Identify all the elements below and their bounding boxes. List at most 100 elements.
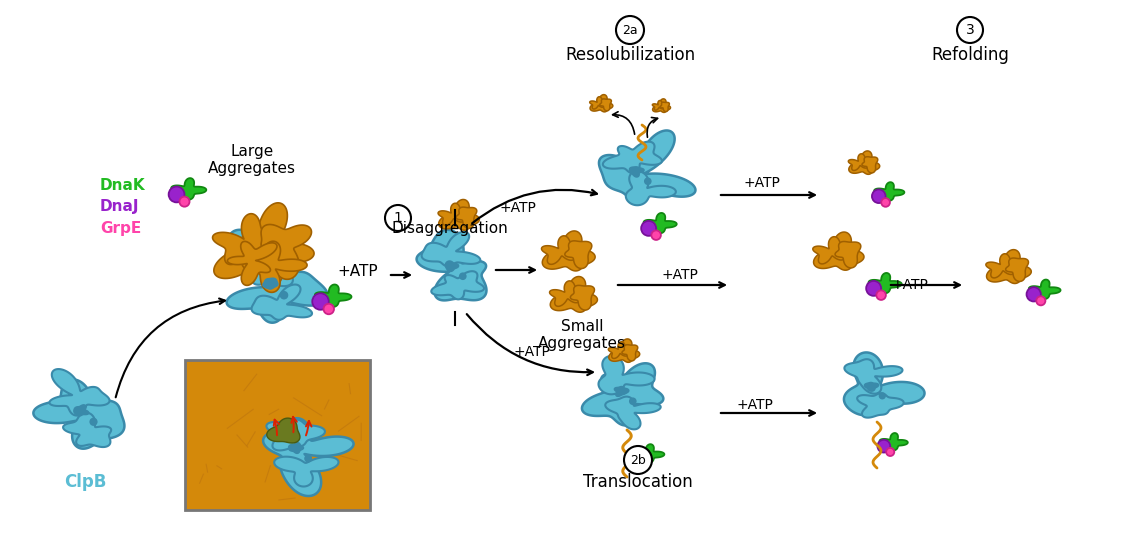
Polygon shape xyxy=(315,285,351,307)
Text: GrpE: GrpE xyxy=(100,221,141,237)
Text: 1: 1 xyxy=(393,211,402,225)
Polygon shape xyxy=(609,339,640,362)
Polygon shape xyxy=(49,369,109,416)
Circle shape xyxy=(1036,296,1045,305)
Text: Small
Aggregates: Small Aggregates xyxy=(538,319,626,351)
Polygon shape xyxy=(862,157,878,173)
Circle shape xyxy=(1026,287,1041,301)
Polygon shape xyxy=(543,231,595,271)
Polygon shape xyxy=(252,285,312,320)
Circle shape xyxy=(459,273,466,279)
Polygon shape xyxy=(416,230,487,300)
Circle shape xyxy=(879,393,886,399)
Circle shape xyxy=(90,418,97,425)
Polygon shape xyxy=(33,380,124,449)
Polygon shape xyxy=(431,271,484,299)
Text: 2a: 2a xyxy=(622,24,637,37)
Polygon shape xyxy=(857,393,904,417)
Circle shape xyxy=(169,186,185,202)
Polygon shape xyxy=(263,418,353,496)
Polygon shape xyxy=(267,420,325,450)
Polygon shape xyxy=(864,382,879,391)
Circle shape xyxy=(881,198,890,207)
Text: Translocation: Translocation xyxy=(584,473,693,491)
Polygon shape xyxy=(844,353,925,415)
Circle shape xyxy=(385,205,412,231)
Polygon shape xyxy=(185,360,370,510)
Polygon shape xyxy=(845,359,903,394)
Circle shape xyxy=(956,17,983,43)
Polygon shape xyxy=(456,207,477,228)
Text: +ATP: +ATP xyxy=(337,265,378,280)
Polygon shape xyxy=(275,457,339,487)
Polygon shape xyxy=(171,178,206,200)
Polygon shape xyxy=(634,444,665,463)
Polygon shape xyxy=(629,167,644,177)
Circle shape xyxy=(312,293,328,310)
Polygon shape xyxy=(848,154,869,171)
Polygon shape xyxy=(605,396,661,429)
Polygon shape xyxy=(836,241,861,268)
Polygon shape xyxy=(1029,280,1060,299)
Text: Refolding: Refolding xyxy=(931,46,1009,64)
Polygon shape xyxy=(603,141,662,173)
Text: Resolubilization: Resolubilization xyxy=(565,46,695,64)
Polygon shape xyxy=(74,405,89,416)
Circle shape xyxy=(878,440,890,453)
Polygon shape xyxy=(609,342,628,359)
Circle shape xyxy=(866,281,881,296)
Circle shape xyxy=(872,190,886,203)
Circle shape xyxy=(641,221,657,236)
Polygon shape xyxy=(986,249,1032,284)
Text: +ATP: +ATP xyxy=(499,201,537,215)
Circle shape xyxy=(304,455,311,462)
Circle shape xyxy=(280,292,287,299)
Polygon shape xyxy=(564,241,592,268)
Polygon shape xyxy=(581,363,663,426)
Polygon shape xyxy=(598,356,654,394)
Circle shape xyxy=(324,303,334,314)
Text: +ATP: +ATP xyxy=(736,398,773,412)
Polygon shape xyxy=(598,131,695,200)
Text: Large
Aggregates: Large Aggregates xyxy=(207,144,296,176)
Text: Disaggregation: Disaggregation xyxy=(392,220,508,235)
Circle shape xyxy=(179,197,189,207)
Polygon shape xyxy=(644,213,677,233)
Polygon shape xyxy=(874,182,904,201)
Polygon shape xyxy=(288,443,303,454)
Text: +ATP: +ATP xyxy=(743,176,781,190)
Text: +ATP: +ATP xyxy=(661,268,699,282)
Polygon shape xyxy=(869,273,902,293)
Polygon shape xyxy=(614,387,629,396)
Polygon shape xyxy=(438,203,464,225)
Polygon shape xyxy=(212,214,270,265)
Polygon shape xyxy=(227,241,277,285)
Polygon shape xyxy=(591,94,613,112)
Text: +ATP: +ATP xyxy=(891,278,928,292)
Polygon shape xyxy=(652,99,670,112)
Polygon shape xyxy=(237,245,294,286)
Polygon shape xyxy=(986,254,1015,278)
Polygon shape xyxy=(261,225,311,279)
Polygon shape xyxy=(446,261,458,272)
Polygon shape xyxy=(549,281,580,306)
Circle shape xyxy=(641,460,650,469)
Polygon shape xyxy=(813,237,845,264)
Polygon shape xyxy=(622,345,637,361)
Polygon shape xyxy=(551,276,597,312)
Polygon shape xyxy=(1005,258,1028,281)
Circle shape xyxy=(877,291,886,300)
Polygon shape xyxy=(227,230,328,323)
Polygon shape xyxy=(814,232,864,270)
Polygon shape xyxy=(570,285,594,310)
Polygon shape xyxy=(242,241,307,292)
Polygon shape xyxy=(600,99,611,111)
Text: DnaJ: DnaJ xyxy=(100,199,139,214)
Circle shape xyxy=(886,448,894,456)
Circle shape xyxy=(624,446,652,474)
Circle shape xyxy=(645,178,651,184)
Text: ClpB: ClpB xyxy=(64,473,106,491)
Polygon shape xyxy=(439,199,479,230)
Polygon shape xyxy=(214,203,314,284)
Circle shape xyxy=(616,16,644,44)
